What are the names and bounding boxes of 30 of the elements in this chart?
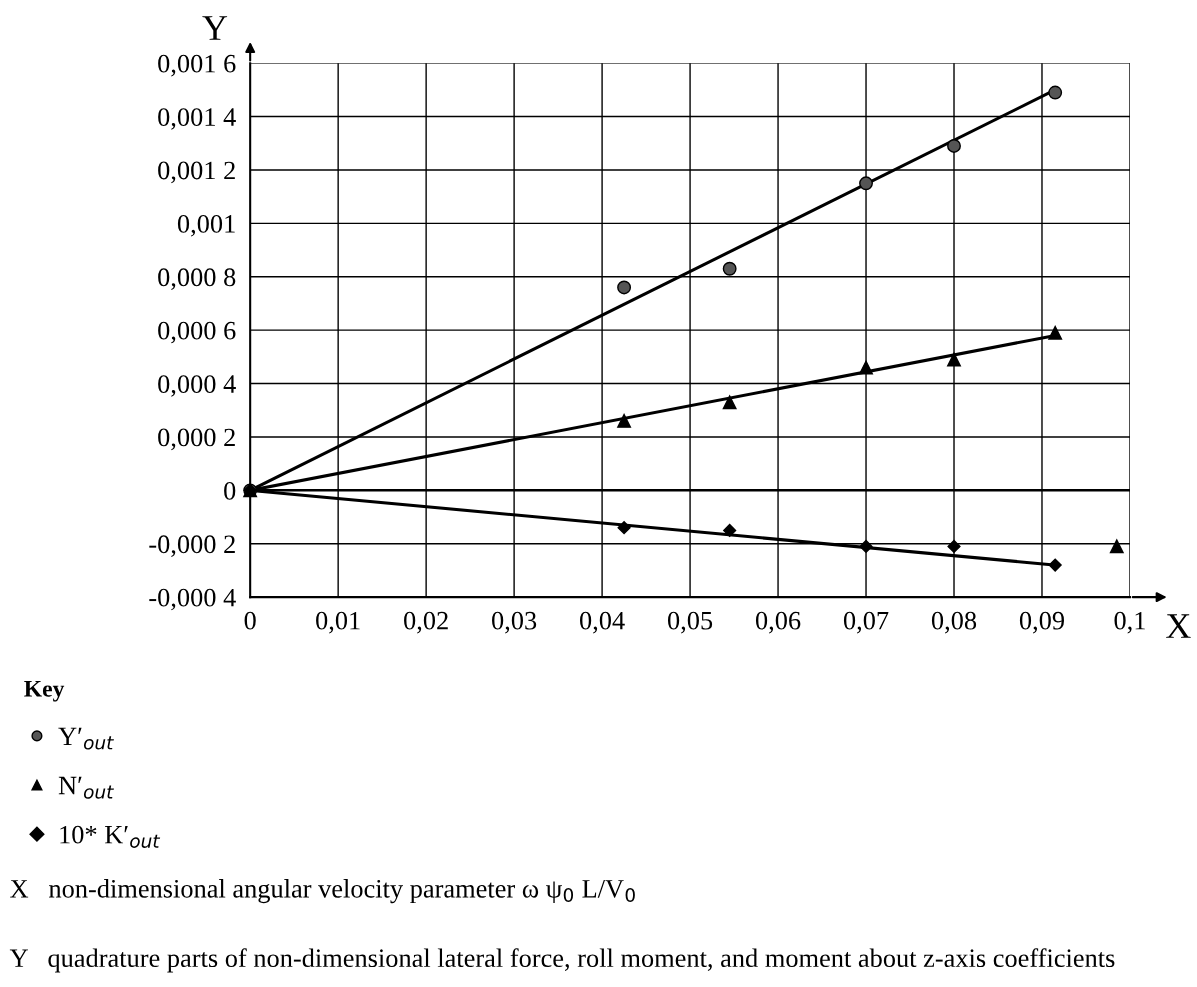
y-tick-label: 0,001 [177, 214, 235, 237]
legend-title: Key [24, 681, 65, 702]
text: X non-dimensional angular velocity parameter ω ψ$_{0}$ L/V$_{0}$ [10, 879, 635, 904]
x-tick-label: 0,08 [931, 611, 977, 634]
y-tick-label: 0,001 2 [158, 161, 235, 184]
y-tick-label: 0,001 4 [158, 108, 236, 130]
y-axis-title: Y [202, 16, 228, 40]
x-tick-label: 0,06 [755, 611, 801, 634]
y-tick-label: 0 [224, 481, 236, 500]
y-tick-label: -0,000 4 [149, 588, 236, 611]
y-tick-label: 0,000 6 [158, 321, 236, 344]
y-tick-label: 0,001 6 [158, 54, 236, 77]
text: Y quadrature parts of non-dimensional lateral force, roll moment, and moment about z-axis coefficients [9, 948, 1115, 973]
y-tick-label: 0,000 8 [158, 268, 236, 290]
x-tick-label: 0 [244, 611, 256, 630]
y-tick-label: 0,000 2 [158, 428, 235, 451]
x-tick-label: 0,1 [1114, 611, 1145, 634]
x-tick-label: 0,02 [404, 611, 448, 634]
x-tick-label: 0,01 [316, 611, 360, 634]
x-tick-label: 0,03 [492, 611, 537, 634]
legend-label: Y′$_{out}$ [58, 727, 114, 750]
legend-label: N′$_{out}$ [58, 776, 114, 799]
legend-label: 10* K′$_{out}$ [60, 825, 161, 848]
y-tick-label: -0,000 2 [149, 535, 235, 557]
y-tick-label: 0,000 4 [158, 375, 236, 397]
x-tick-label: 0,05 [667, 611, 713, 634]
x-tick-label: 0,04 [580, 611, 625, 634]
x-tick-label: 0,07 [843, 611, 889, 634]
x-tick-label: 0,09 [1019, 611, 1064, 634]
x-axis-title: X [1166, 614, 1191, 638]
